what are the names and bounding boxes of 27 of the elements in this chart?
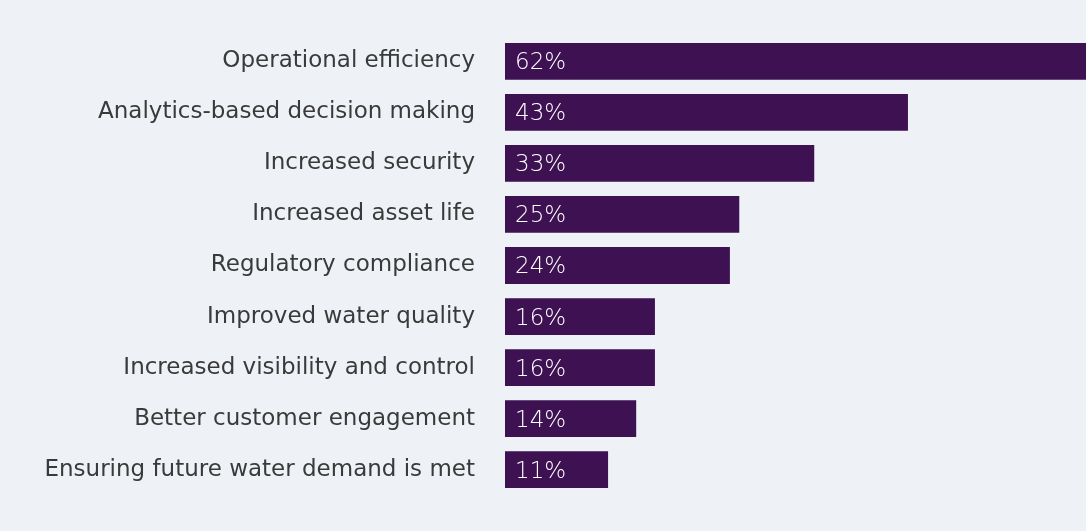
data-label: 16% xyxy=(515,303,567,330)
y-tick-label: Operational efficiency xyxy=(222,46,475,73)
bar xyxy=(505,93,908,131)
y-tick-label: Analytics-based decision making xyxy=(98,97,475,124)
bar xyxy=(505,451,609,489)
data-label: 25% xyxy=(515,201,567,228)
bar xyxy=(505,400,637,438)
y-tick-label: Ensuring future water demand is met xyxy=(44,454,475,481)
y-tick-label: Increased security xyxy=(263,148,475,175)
y-tick-label: Improved water quality xyxy=(206,301,475,328)
data-label: 16% xyxy=(515,354,567,381)
bar xyxy=(505,145,815,182)
data-label: 62% xyxy=(515,48,567,75)
y-tick-label: Increased asset life xyxy=(252,199,475,226)
data-label: 11% xyxy=(515,456,567,483)
bar xyxy=(505,42,1086,80)
data-label: 33% xyxy=(515,150,567,177)
data-label: 43% xyxy=(515,99,567,126)
bar xyxy=(505,247,730,284)
data-label: 14% xyxy=(515,405,567,432)
y-tick-label: Increased visibility and control xyxy=(123,352,475,379)
y-tick-label: Regulatory compliance xyxy=(210,250,475,277)
data-label: 24% xyxy=(515,252,567,279)
bar xyxy=(505,196,740,233)
bar xyxy=(505,298,655,335)
y-tick-label: Better customer engagement xyxy=(134,403,475,430)
bar xyxy=(505,349,655,386)
